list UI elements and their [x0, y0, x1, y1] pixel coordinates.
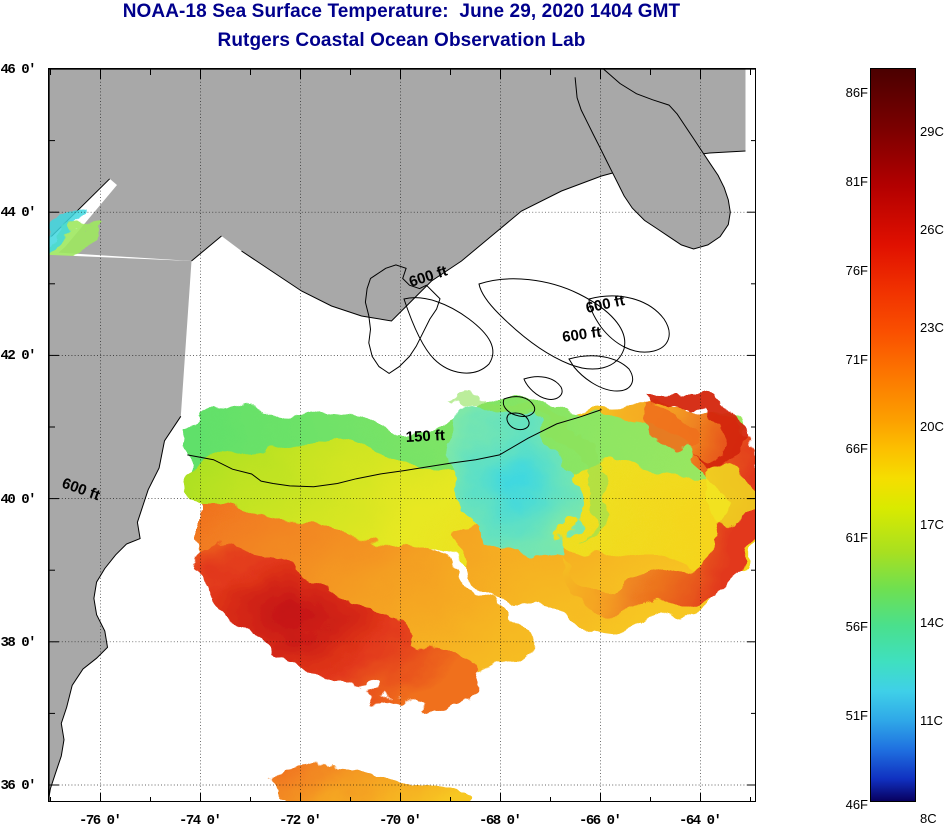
svg-text:150 ft: 150 ft — [405, 427, 445, 446]
